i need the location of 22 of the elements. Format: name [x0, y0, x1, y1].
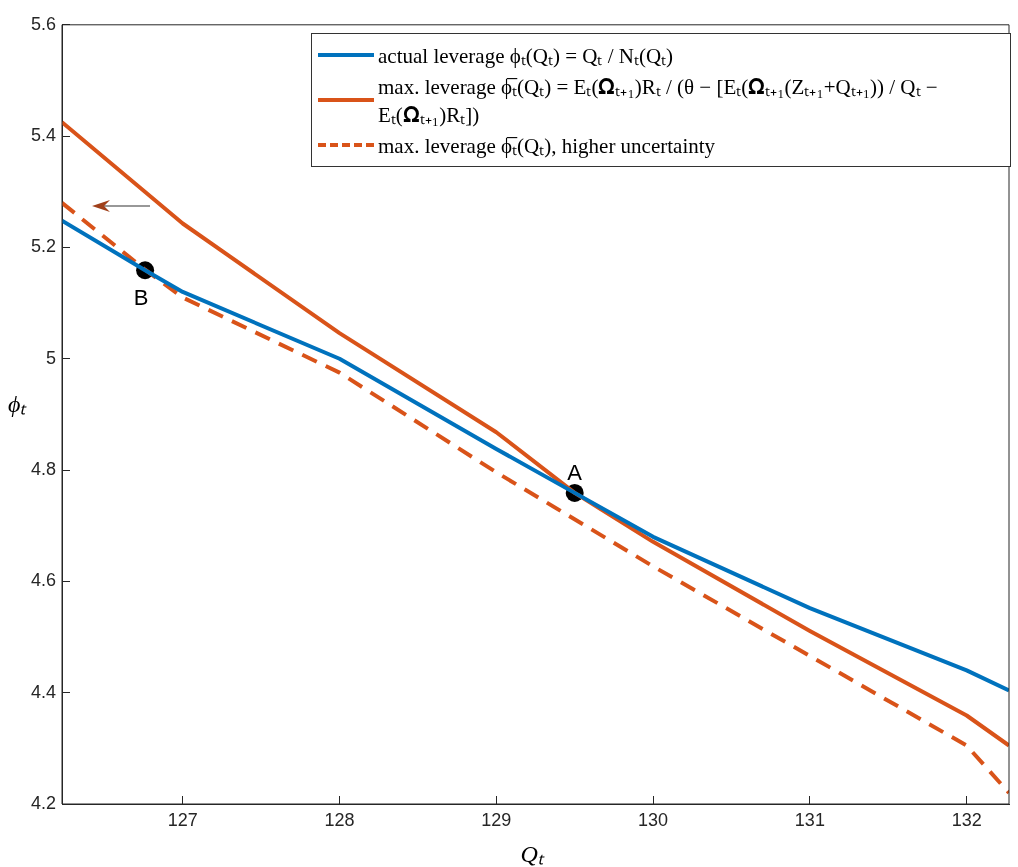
x-tick-label: 131 [794, 809, 825, 830]
y-tick-label: 4.2 [30, 792, 56, 813]
x-tick-label: 132 [951, 809, 982, 830]
legend-label: actual leverage ϕₜ(Qₜ) = Qₜ / Nₜ(Qₜ) [378, 43, 674, 69]
annotation: A [567, 459, 583, 485]
y-tick-label: 4.6 [30, 570, 56, 591]
legend-label: max. leverage ϕ̅ₜ(Qₜ), higher uncertainty [378, 133, 716, 159]
y-tick-label: 5.6 [30, 13, 56, 34]
line-series [62, 200, 1009, 795]
y-tick-label: 4.4 [30, 681, 56, 702]
y-tick-label: 5.2 [30, 236, 56, 257]
y-tick-label: 5 [45, 347, 56, 368]
x-tick-label: 128 [324, 809, 355, 830]
annotation: B [133, 285, 149, 311]
y-axis-title: ϕₜ [8, 390, 27, 420]
x-tick-label: 130 [638, 809, 669, 830]
x-axis-title: Qₜ [520, 840, 544, 867]
y-tick-label: 4.8 [30, 459, 56, 480]
legend-label: max. leverage ϕ̅ₜ(Qₜ) = Eₜ(𝛀ₜ₊₁)Rₜ / (θ − [Eₜ(𝛀ₜ₊₁(Zₜ₊₁+Qₜ₊₁)) / Qₜ − Eₜ(𝛀ₜ₊₁)Rₜ]) [378, 74, 939, 128]
x-tick-label: 127 [167, 809, 198, 830]
y-tick-label: 5.4 [30, 125, 56, 146]
x-tick-label: 129 [481, 809, 512, 830]
